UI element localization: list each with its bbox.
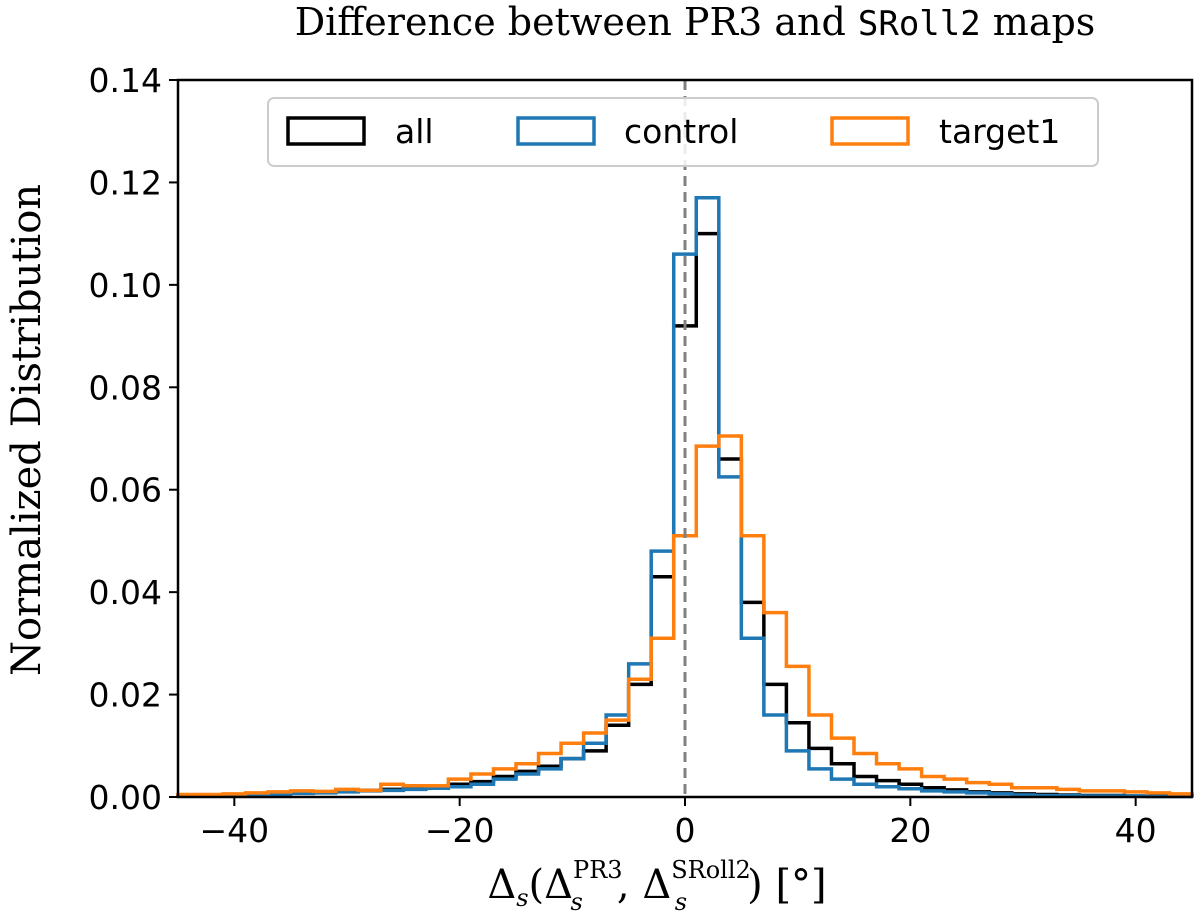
y-tick-label: 0.00 [89, 778, 162, 817]
y-tick-label: 0.14 [89, 61, 162, 100]
title-part-3: maps [981, 0, 1096, 44]
legend-label-control: control [624, 112, 738, 151]
legend: all control target1 [267, 97, 1099, 167]
y-tick-label: 0.12 [89, 163, 162, 202]
x-tick-label: 20 [889, 811, 931, 850]
y-tick-label: 0.04 [89, 573, 162, 612]
x-tick-label: 40 [1115, 811, 1157, 850]
legend-swatch-target1 [830, 116, 910, 146]
legend-swatch-control [516, 116, 596, 146]
x-tick-label: −20 [425, 811, 495, 850]
legend-label-target1: target1 [939, 112, 1060, 151]
legend-entry-target1: target1 [830, 112, 1060, 151]
y-tick-label: 0.10 [89, 266, 162, 305]
title-part-2: SRoll2 [858, 4, 981, 44]
y-tick-label: 0.08 [89, 368, 162, 407]
x-tick-label: −40 [200, 811, 270, 850]
legend-label-all: all [395, 112, 434, 151]
title-part-1: Difference between PR3 and [295, 0, 858, 44]
y-tick-label: 0.02 [89, 676, 162, 715]
y-tick-label: 0.06 [89, 471, 162, 510]
y-axis: 0.00 0.02 0.04 0.06 0.08 0.10 0.12 0.14 [89, 61, 178, 817]
y-axis-label: Normalized Distribution [4, 184, 50, 676]
legend-entry-control: control [516, 112, 738, 151]
x-axis: −40 −20 0 20 40 [200, 797, 1157, 850]
x-axis-label: Δs(ΔPR3 s, ΔSRoll2 s) [°] [487, 856, 826, 916]
legend-box [267, 97, 1099, 167]
x-tick-label: 0 [675, 811, 696, 850]
legend-entry-all: all [286, 112, 434, 151]
legend-swatch-all [286, 116, 366, 146]
chart-title: Difference between PR3 and SRoll2 maps [295, 0, 1096, 44]
